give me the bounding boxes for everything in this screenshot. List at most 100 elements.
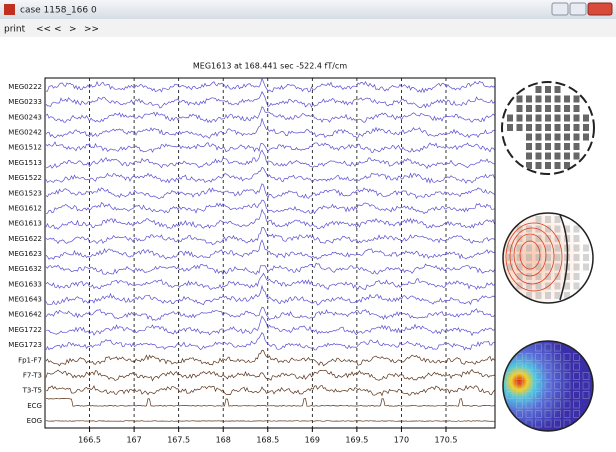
sensor	[554, 105, 561, 112]
channel-label: MEG1643	[8, 296, 42, 304]
sensor	[535, 124, 542, 131]
sensor	[526, 273, 532, 280]
nav-button[interactable]: <	[54, 25, 62, 35]
sensor	[554, 162, 561, 169]
sensor	[573, 143, 580, 150]
signal-trace	[45, 208, 495, 230]
sensor	[554, 216, 561, 223]
signal-trace	[45, 149, 495, 170]
sensor	[554, 391, 561, 399]
channel-label: MEG1613	[8, 220, 42, 228]
sensor	[545, 273, 551, 280]
topomap-color	[502, 340, 594, 432]
x-tick-label: 170.5	[435, 436, 458, 445]
sensor	[564, 273, 570, 280]
sensor	[573, 391, 580, 399]
sensor	[526, 133, 532, 141]
sensor	[554, 343, 561, 352]
signal-trace	[45, 77, 495, 94]
sensor	[516, 114, 523, 122]
signal-trace	[45, 398, 495, 407]
signal-trace	[45, 420, 495, 422]
sensor	[544, 372, 552, 380]
sensor	[535, 400, 542, 409]
channel-label: MEG0222	[8, 83, 42, 91]
sensor	[583, 133, 589, 141]
sensor	[526, 235, 532, 242]
sensor	[554, 292, 561, 299]
print-button[interactable]: print	[4, 25, 26, 35]
signal-trace	[45, 91, 495, 109]
sensor	[544, 419, 552, 428]
x-tick-label: 167	[126, 436, 141, 445]
sensor	[526, 263, 532, 271]
sensor	[573, 244, 580, 252]
signal-trace	[45, 118, 495, 139]
sensor	[545, 244, 551, 252]
sensor	[554, 282, 561, 290]
sensor	[573, 273, 580, 280]
sensor	[563, 391, 571, 399]
sensor	[545, 86, 551, 93]
sensor	[573, 235, 580, 242]
sensor	[506, 381, 514, 390]
nav-button[interactable]: >	[69, 25, 77, 35]
signal-trace	[45, 272, 495, 291]
close-button[interactable]	[587, 2, 613, 16]
sensor	[554, 143, 561, 150]
sensor	[526, 152, 532, 160]
sensor	[564, 95, 570, 103]
sensor	[535, 410, 542, 418]
sensor	[545, 133, 551, 141]
nav-button[interactable]: <<	[36, 25, 51, 35]
sensor	[573, 152, 580, 160]
sensor	[545, 143, 551, 150]
sensor	[516, 381, 523, 390]
plot-frame	[44, 77, 496, 429]
x-tick-label: 167.5	[167, 436, 190, 445]
sensor	[535, 292, 542, 299]
sensor	[573, 353, 580, 361]
sensor	[573, 400, 580, 409]
maximize-button[interactable]	[569, 2, 587, 16]
sensor	[535, 372, 542, 380]
sensor	[573, 381, 580, 390]
sensor	[526, 143, 532, 150]
sensor	[535, 282, 542, 290]
sensor	[583, 254, 589, 261]
sensor	[564, 143, 570, 150]
sensor	[544, 391, 552, 399]
minimize-button[interactable]	[551, 2, 569, 16]
signal-trace	[45, 106, 495, 124]
sensor	[516, 235, 523, 242]
channel-label: MEG0242	[8, 129, 42, 137]
signal-trace	[45, 262, 495, 276]
sensor	[573, 95, 580, 103]
signal-trace	[45, 306, 495, 321]
sensor	[573, 114, 580, 122]
sensor	[564, 114, 570, 122]
sensor	[516, 263, 523, 271]
sensor	[582, 372, 590, 380]
sensor	[554, 273, 561, 280]
sensor	[544, 381, 552, 390]
sensor	[573, 410, 580, 418]
nav-button[interactable]: >>	[84, 25, 99, 35]
sensor	[516, 244, 523, 252]
channel-label: ECG	[27, 402, 42, 410]
sensor	[535, 254, 542, 261]
channel-label: T3-T5	[22, 387, 42, 395]
sensor	[564, 152, 570, 160]
sensor	[544, 400, 552, 409]
sensor	[554, 254, 561, 261]
sensor	[526, 292, 532, 299]
sensor	[516, 400, 523, 409]
x-tick-label: 168	[216, 436, 231, 445]
sensor	[507, 114, 513, 122]
sensor	[516, 362, 523, 371]
signal-trace	[45, 331, 495, 351]
signal-trace	[46, 315, 495, 337]
sensor	[573, 263, 580, 271]
sensor	[583, 244, 589, 252]
